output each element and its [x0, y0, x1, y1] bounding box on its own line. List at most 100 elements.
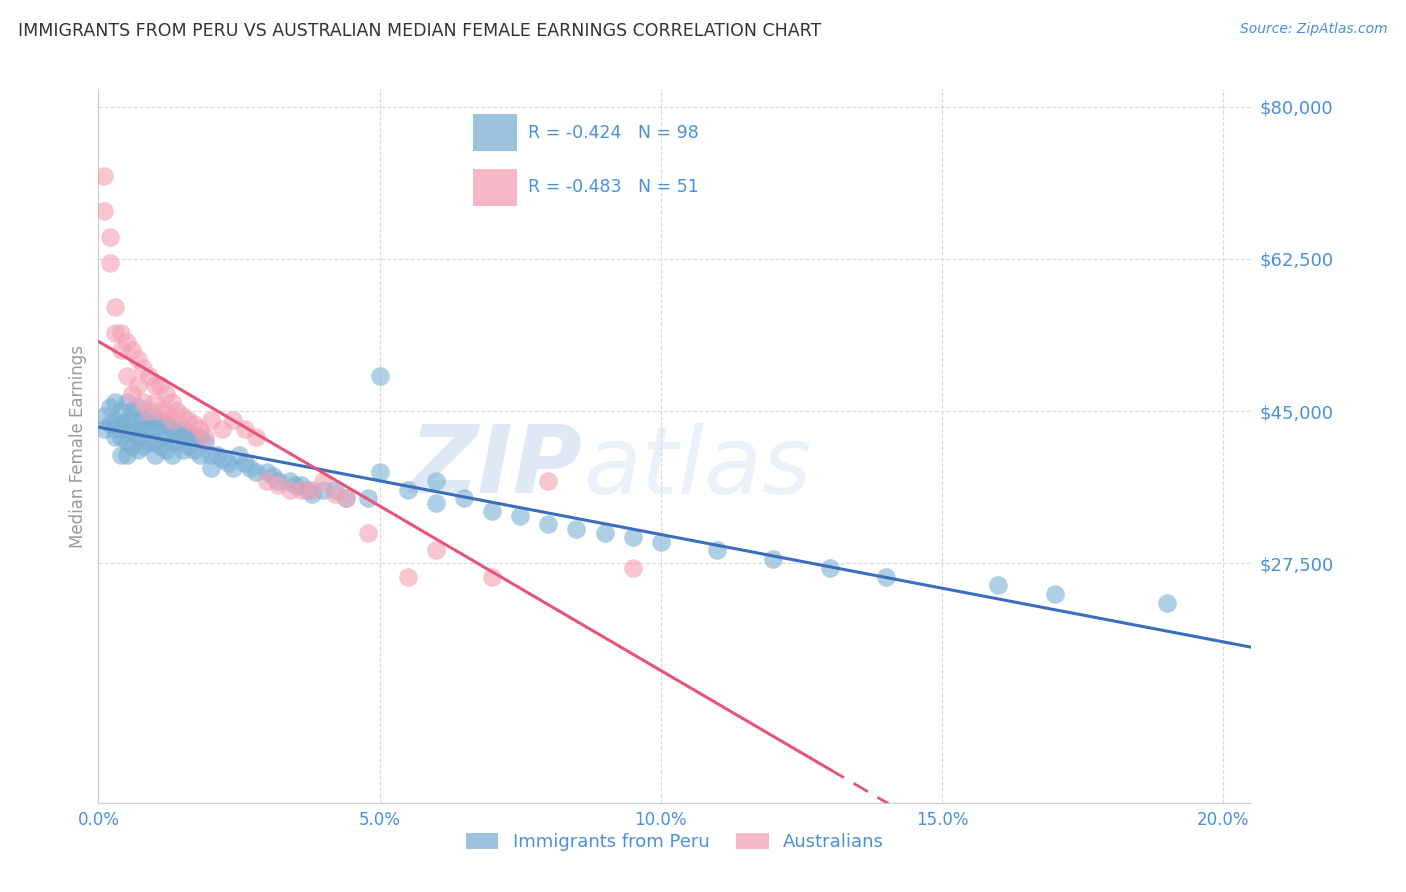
Point — [396, 569, 419, 583]
Point — [143, 421, 166, 435]
Point — [155, 417, 177, 432]
Point — [177, 425, 200, 440]
Point — [104, 421, 127, 435]
Point — [312, 483, 335, 497]
Point — [110, 404, 132, 418]
Point — [312, 474, 335, 488]
Text: IMMIGRANTS FROM PERU VS AUSTRALIAN MEDIAN FEMALE EARNINGS CORRELATION CHART: IMMIGRANTS FROM PERU VS AUSTRALIAN MEDIA… — [18, 22, 821, 40]
Point — [706, 543, 728, 558]
Point — [110, 326, 132, 340]
Point — [762, 552, 785, 566]
Point — [149, 413, 172, 427]
Point — [93, 204, 115, 219]
Point — [127, 351, 149, 366]
Text: Source: ZipAtlas.com: Source: ZipAtlas.com — [1240, 22, 1388, 37]
Point — [149, 425, 172, 440]
Point — [172, 409, 194, 423]
Point — [155, 443, 177, 458]
Point — [115, 434, 138, 449]
Point — [149, 439, 172, 453]
Point — [115, 421, 138, 435]
Point — [425, 495, 447, 509]
Point — [425, 474, 447, 488]
Point — [509, 508, 531, 523]
Point — [295, 483, 318, 497]
Point — [481, 504, 503, 518]
Point — [323, 483, 346, 497]
Point — [160, 448, 183, 462]
Y-axis label: Median Female Earnings: Median Female Earnings — [69, 344, 87, 548]
Point — [115, 395, 138, 409]
Point — [143, 395, 166, 409]
Point — [1043, 587, 1066, 601]
Point — [155, 404, 177, 418]
Point — [104, 300, 127, 314]
Point — [245, 465, 267, 479]
Point — [290, 478, 312, 492]
Point — [127, 421, 149, 435]
Point — [239, 460, 262, 475]
Point — [166, 421, 188, 435]
Point — [110, 430, 132, 444]
Point — [127, 443, 149, 458]
Point — [143, 413, 166, 427]
Point — [110, 417, 132, 432]
Point — [357, 526, 380, 541]
Point — [121, 404, 143, 418]
Point — [121, 439, 143, 453]
Point — [155, 430, 177, 444]
Point — [222, 413, 245, 427]
Point — [565, 522, 588, 536]
Point — [98, 230, 121, 244]
Point — [127, 400, 149, 414]
Point — [166, 404, 188, 418]
Point — [188, 421, 211, 435]
Point — [217, 457, 239, 471]
Point — [200, 460, 222, 475]
Point — [104, 413, 127, 427]
Point — [290, 483, 312, 497]
Point — [121, 425, 143, 440]
Point — [301, 483, 323, 497]
Point — [132, 413, 155, 427]
Point — [121, 413, 143, 427]
Point — [650, 534, 672, 549]
Point — [132, 421, 155, 435]
Point — [200, 413, 222, 427]
Legend: Immigrants from Peru, Australians: Immigrants from Peru, Australians — [458, 825, 891, 858]
Point — [93, 169, 115, 184]
Point — [357, 491, 380, 506]
Point — [138, 409, 160, 423]
Point — [172, 421, 194, 435]
Point — [284, 478, 307, 492]
Point — [621, 530, 644, 544]
Text: ZIP: ZIP — [409, 421, 582, 514]
Point — [177, 413, 200, 427]
Point — [818, 561, 841, 575]
Point — [143, 434, 166, 449]
Point — [138, 421, 160, 435]
Point — [453, 491, 475, 506]
Point — [396, 483, 419, 497]
Point — [875, 569, 897, 583]
Point — [183, 443, 205, 458]
Point — [323, 487, 346, 501]
Point — [256, 474, 278, 488]
Point — [183, 430, 205, 444]
Point — [160, 395, 183, 409]
Point — [301, 487, 323, 501]
Point — [368, 465, 391, 479]
Point — [143, 378, 166, 392]
Point — [127, 430, 149, 444]
Point — [93, 409, 115, 423]
Point — [149, 378, 172, 392]
Point — [233, 457, 256, 471]
Point — [228, 448, 250, 462]
Point — [267, 478, 290, 492]
Text: atlas: atlas — [582, 422, 811, 513]
Point — [593, 526, 616, 541]
Point — [188, 448, 211, 462]
Point — [987, 578, 1010, 592]
Point — [155, 386, 177, 401]
Point — [127, 378, 149, 392]
